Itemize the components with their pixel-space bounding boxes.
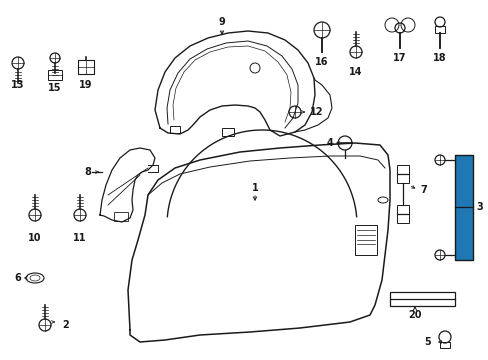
Bar — [396, 165, 408, 183]
Text: 17: 17 — [392, 53, 406, 63]
Bar — [454, 155, 472, 260]
Bar — [48, 70, 62, 80]
Text: 4: 4 — [326, 138, 333, 148]
Bar — [354, 225, 376, 255]
Text: 16: 16 — [315, 57, 328, 67]
Bar — [222, 128, 234, 136]
Text: 5: 5 — [424, 337, 430, 347]
Text: 6: 6 — [15, 273, 21, 283]
Text: 11: 11 — [73, 233, 86, 243]
Bar — [434, 26, 444, 33]
Text: 1: 1 — [251, 183, 258, 193]
Text: 18: 18 — [432, 53, 446, 63]
Text: 9: 9 — [218, 17, 225, 27]
Bar — [396, 205, 408, 223]
Bar — [439, 342, 449, 348]
Text: 15: 15 — [48, 83, 61, 93]
Text: 12: 12 — [309, 107, 323, 117]
Bar — [78, 60, 94, 74]
Text: 10: 10 — [28, 233, 41, 243]
Text: 2: 2 — [62, 320, 69, 330]
Bar — [114, 212, 128, 221]
Text: 19: 19 — [79, 80, 93, 90]
Text: 20: 20 — [407, 310, 421, 320]
Bar — [170, 126, 180, 133]
Text: 3: 3 — [476, 202, 482, 212]
Bar — [454, 155, 472, 260]
Text: 14: 14 — [348, 67, 362, 77]
Bar — [389, 292, 454, 306]
Text: 8: 8 — [84, 167, 91, 177]
Text: 7: 7 — [419, 185, 426, 195]
Text: 13: 13 — [11, 80, 25, 90]
